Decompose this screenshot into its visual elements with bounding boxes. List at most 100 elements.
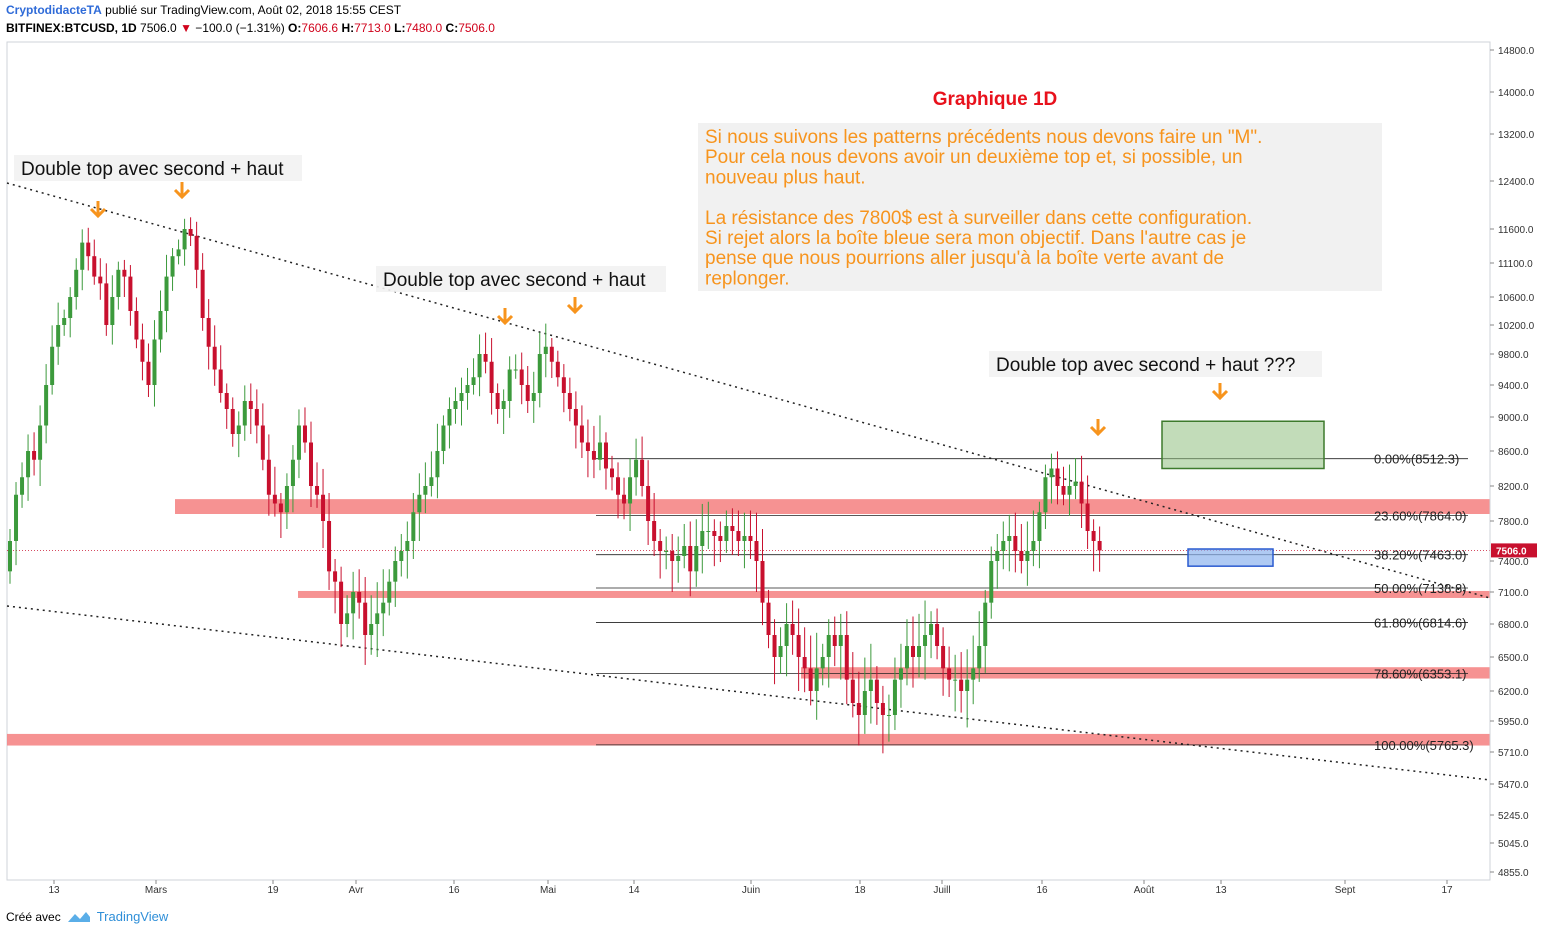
time-tick-label: Mai [540, 885, 556, 896]
candle-body [531, 393, 536, 401]
candle-body [254, 409, 259, 426]
candle-body [664, 551, 669, 552]
close-value: 7506.0 [458, 21, 495, 35]
annotation-text: Double top avec second + haut ??? [996, 355, 1295, 376]
candle-body [266, 459, 271, 495]
candle-body [1073, 481, 1078, 486]
candle-body [411, 512, 416, 541]
candle-body [62, 318, 67, 325]
candle-body [381, 602, 386, 614]
price-tick-label: 10600.0 [1498, 293, 1535, 304]
candle-body [302, 425, 307, 443]
candle-body [772, 635, 777, 657]
candle-body [507, 369, 512, 401]
candle-body [543, 346, 548, 354]
resistance-zone [298, 590, 1490, 598]
candle-body [92, 256, 97, 277]
candle-body [1067, 486, 1072, 495]
candle-body [959, 679, 964, 691]
candle-body [549, 346, 554, 362]
time-tick-label: 19 [267, 885, 279, 896]
candle-body [977, 646, 982, 669]
candle-body [363, 602, 368, 635]
price-tick-label: 14000.0 [1498, 88, 1535, 99]
time-tick-label: Juin [742, 885, 760, 896]
candle-body [838, 635, 843, 646]
down-arrow-icon [1089, 419, 1107, 437]
price-tick-label: 6800.0 [1498, 620, 1529, 631]
upper-trendline [6, 182, 1491, 599]
candle-body [74, 269, 79, 297]
price-tick-label: 8600.0 [1498, 447, 1529, 458]
change-text: −100.0 (−1.31%) [195, 21, 285, 35]
price-tick-label: 5710.0 [1498, 748, 1529, 759]
candle-body [802, 657, 807, 669]
close-label: C: [445, 21, 459, 35]
candle-body [50, 346, 55, 385]
candle-body [886, 715, 891, 716]
candle-body [453, 401, 458, 409]
price-tick-label: 9400.0 [1498, 381, 1529, 392]
candle-body [224, 393, 229, 409]
price-tick-label: 7800.0 [1498, 517, 1529, 528]
fib-label: 78.60%(6353.1) [1374, 667, 1467, 682]
candle-body [435, 451, 440, 478]
candle-body [573, 409, 578, 426]
price-tick-label: 5045.0 [1498, 839, 1529, 850]
candle-body [868, 679, 873, 691]
annotation-box [376, 266, 666, 292]
author-link[interactable]: CryptodidacteTA [6, 3, 102, 17]
price-tick-label: 14800.0 [1498, 46, 1535, 57]
candle-body [471, 377, 476, 385]
candle-body [658, 541, 663, 551]
candle-body [682, 546, 687, 556]
candle-body [706, 531, 711, 532]
candle-body [369, 624, 374, 635]
down-arrow-icon [89, 201, 107, 219]
high-label: H: [341, 21, 355, 35]
candle-body [796, 635, 801, 657]
price-tick-label: 9000.0 [1498, 413, 1529, 424]
tradingview-link[interactable]: TradingView [96, 909, 169, 924]
candle-body [832, 635, 837, 646]
candle-body [158, 311, 163, 340]
candle-body [826, 635, 831, 657]
candle-body [56, 325, 61, 347]
candle-body [188, 229, 193, 236]
candle-body [640, 459, 645, 486]
candle-body [898, 668, 903, 680]
annotation-text: Double top avec second + haut [21, 159, 284, 180]
price-tick-label: 4855.0 [1498, 868, 1529, 879]
candle-body [122, 269, 127, 277]
candle-body [134, 311, 139, 340]
candle-body [80, 242, 85, 270]
down-arrow-icon [173, 182, 191, 200]
candle-body [357, 592, 362, 603]
candle-body [561, 377, 566, 393]
tradingview-logo-icon [67, 911, 90, 922]
candle-body [688, 546, 693, 572]
candle-body [104, 283, 109, 325]
candle-body [1007, 536, 1012, 541]
candle-body [965, 679, 970, 691]
candle-body [820, 657, 825, 669]
candle-body [941, 646, 946, 669]
candle-body [315, 486, 320, 495]
fib-label: 50.00%(7138.8) [1374, 581, 1467, 596]
note-line: Si nous suivons les patterns précédents … [705, 127, 1262, 148]
candle-body [676, 556, 681, 561]
candle-body [447, 409, 452, 426]
candle-body [1025, 551, 1030, 561]
note-box [698, 123, 1382, 291]
candle-body [176, 249, 181, 257]
candle-body [128, 276, 133, 311]
fib-label: 0.00%(8512.3) [1374, 452, 1459, 467]
candle-body [700, 531, 705, 546]
candle-body [748, 536, 753, 541]
candle-body [911, 646, 915, 657]
candle-body [923, 635, 928, 646]
fib-label: 23.60%(7864.0) [1374, 508, 1467, 523]
candle-body [525, 385, 530, 401]
time-tick-label: 13 [1215, 885, 1227, 896]
